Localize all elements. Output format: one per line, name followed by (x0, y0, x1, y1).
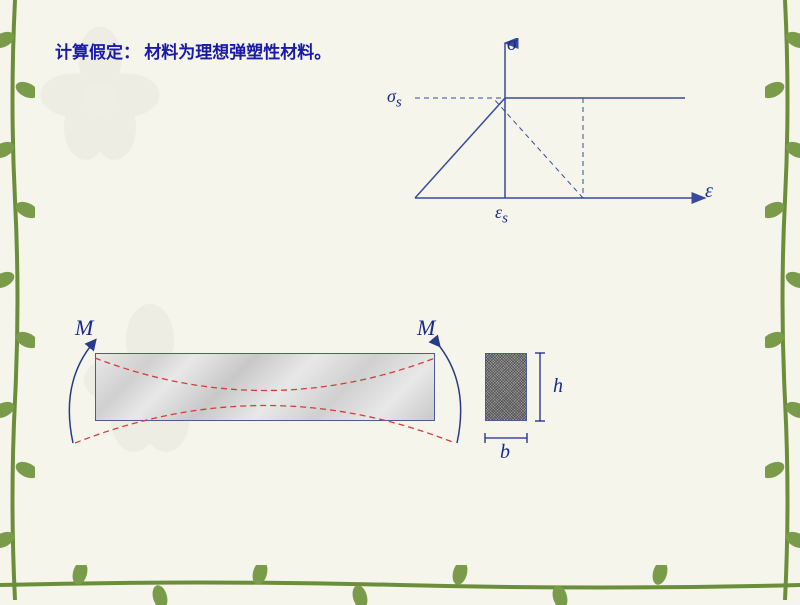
vine-left (0, 0, 35, 600)
epsilon-axis-label: ε (705, 180, 713, 203)
epsilon-s-label: εs (495, 202, 508, 228)
unload-slope (493, 98, 583, 198)
sigma-s-label: σs (387, 86, 402, 112)
stress-strain-curve (415, 98, 685, 198)
moment-right-label: M (417, 315, 435, 341)
moment-left-label: M (75, 315, 93, 341)
moment-arc-right (437, 343, 461, 443)
moment-arc-left (69, 343, 93, 443)
height-label: h (553, 375, 563, 398)
deflection-top (95, 358, 435, 391)
width-label: b (500, 441, 510, 464)
stress-strain-graph: σ ε σs εs (395, 38, 725, 228)
beam-diagram: M M h b (65, 313, 625, 493)
sigma-axis-label: σ (507, 33, 517, 56)
vine-right (765, 0, 800, 600)
deflection-bottom (75, 406, 455, 444)
